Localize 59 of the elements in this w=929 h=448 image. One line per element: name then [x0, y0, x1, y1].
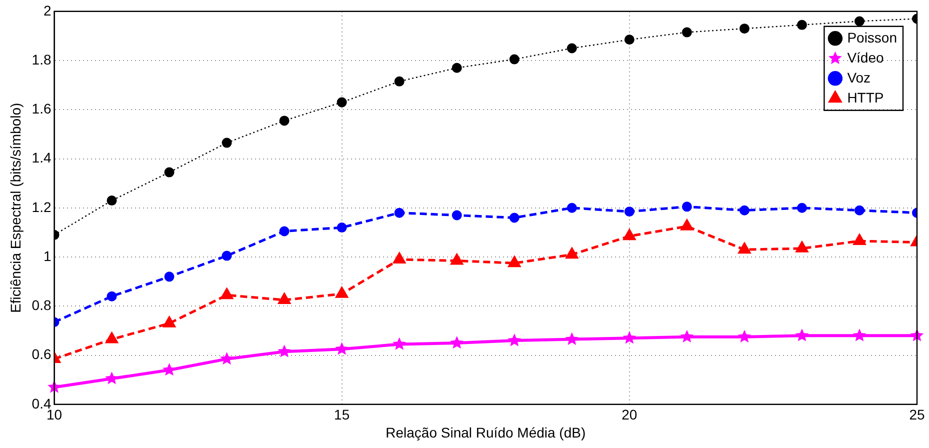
point — [452, 210, 462, 220]
point — [796, 20, 807, 30]
point — [854, 205, 864, 216]
y-tick-label: 2 — [43, 2, 52, 18]
y-tick-label: 1.6 — [32, 100, 52, 117]
point — [222, 138, 232, 148]
legend-label: Poisson — [847, 29, 898, 46]
point — [279, 226, 290, 236]
point — [682, 27, 692, 38]
point — [164, 167, 174, 178]
point — [682, 202, 692, 212]
x-tick-label: 15 — [334, 406, 350, 423]
y-tick-label: 0.8 — [32, 297, 52, 314]
legend-label: Voz — [847, 69, 871, 86]
point — [566, 43, 577, 54]
point — [279, 116, 290, 126]
point — [106, 291, 117, 302]
point — [796, 241, 808, 252]
point — [164, 272, 174, 282]
point — [220, 288, 234, 300]
y-tick-label: 1.4 — [32, 150, 52, 166]
x-axis-title: Relação Sinal Ruído Média (dB) — [386, 424, 586, 440]
point — [394, 76, 404, 86]
y-tick-label: 1.2 — [32, 198, 52, 215]
point — [623, 229, 636, 240]
y-tick-label: 1.8 — [32, 51, 52, 68]
point — [624, 34, 634, 45]
point — [450, 254, 464, 265]
legend-label: HTTP — [847, 89, 884, 106]
x-tick-label: 20 — [622, 406, 638, 423]
point — [394, 208, 404, 218]
point — [738, 242, 751, 254]
point — [393, 252, 406, 264]
y-tick-label: 0.6 — [32, 346, 52, 362]
point — [509, 54, 520, 64]
point — [222, 250, 232, 261]
point — [739, 205, 750, 216]
point — [278, 293, 291, 304]
point — [163, 316, 176, 328]
point — [508, 256, 521, 268]
point — [566, 248, 578, 259]
point — [739, 24, 750, 34]
point — [853, 234, 866, 246]
point — [336, 97, 347, 108]
point — [452, 62, 462, 73]
point — [336, 286, 348, 298]
point — [106, 332, 118, 344]
point — [796, 202, 807, 213]
point — [336, 222, 347, 233]
point — [566, 202, 577, 213]
point — [106, 196, 117, 206]
legend-label: Vídeo — [847, 49, 884, 66]
y-axis-title: Eficiência Espectral (bits/símbolo) — [7, 102, 24, 313]
point — [854, 16, 864, 26]
point — [509, 212, 520, 223]
y-tick-label: 1 — [43, 248, 52, 264]
point — [624, 206, 634, 217]
point — [680, 219, 694, 230]
x-tick-label: 25 — [909, 406, 925, 423]
